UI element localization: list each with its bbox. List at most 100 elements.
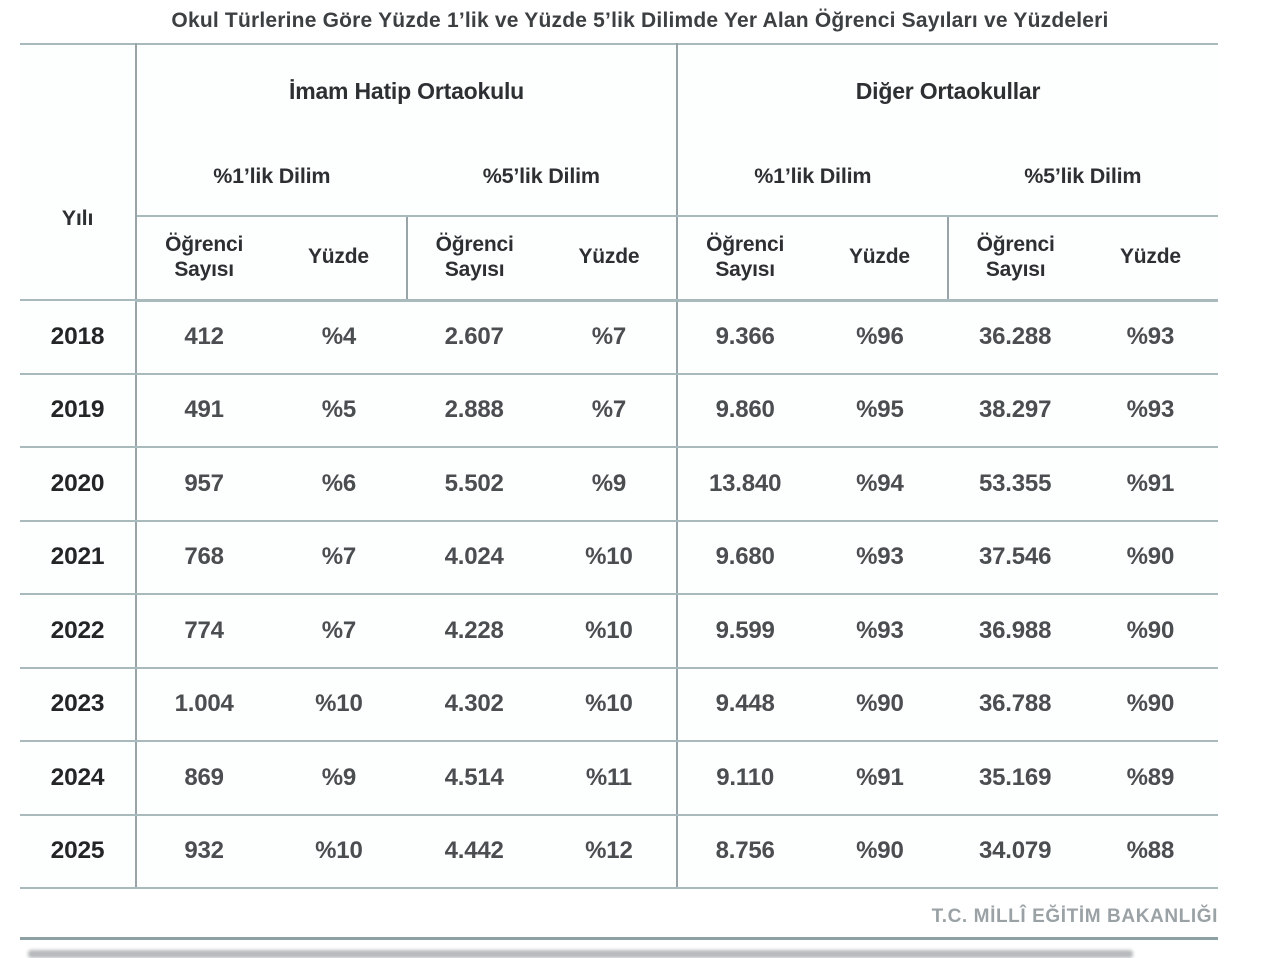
- data-cell: 34.079: [947, 814, 1083, 889]
- table-row: 2019 491 %5 2.888 %7 9.860 %95 38.297 %93: [20, 373, 1218, 448]
- data-cell: %95: [812, 373, 948, 448]
- table-body: 2018 412 %4 2.607 %7 9.366 %96 36.288 %93 2019 491…: [20, 300, 1218, 889]
- data-cell: %10: [541, 594, 679, 669]
- data-cell: 36.988: [947, 594, 1083, 669]
- data-cell: 53.355: [947, 447, 1083, 522]
- table-row: 2018 412 %4 2.607 %7 9.366 %96 36.288 %93: [20, 300, 1218, 375]
- data-cell: %91: [1082, 447, 1218, 522]
- source-attribution: T.C. MİLLÎ EĞİTİM BAKANLIĞI: [931, 906, 1218, 927]
- data-cell: %90: [812, 667, 948, 742]
- data-cell: 5.502: [406, 447, 542, 522]
- data-cell: 9.110: [677, 741, 813, 816]
- data-cell: %94: [812, 447, 948, 522]
- data-cell: %91: [812, 741, 948, 816]
- data-cell: 9.448: [677, 667, 813, 742]
- year-cell: 2022: [20, 594, 137, 669]
- data-cell: %7: [541, 300, 679, 375]
- group-header-row: İmam Hatip Ortaokulu Diğer Ortaokullar: [20, 43, 1218, 138]
- data-cell: %10: [541, 667, 679, 742]
- year-cell: 2019: [20, 373, 137, 448]
- table-row: 2025 932 %10 4.442 %12 8.756 %90 34.079 %88: [20, 814, 1218, 889]
- data-cell: 9.366: [677, 300, 813, 375]
- data-cell: 36.788: [947, 667, 1083, 742]
- year-cell: 2023: [20, 667, 137, 742]
- count-header: Öğrenci Sayısı: [406, 216, 542, 302]
- data-cell: 38.297: [947, 373, 1083, 448]
- year-cell: 2024: [20, 741, 137, 816]
- data-cell: 869: [136, 741, 272, 816]
- imam-1lik-header: %1’lik Dilim: [136, 138, 407, 217]
- data-cell: %89: [1082, 741, 1218, 816]
- data-cell: %93: [1082, 300, 1218, 375]
- data-cell: 491: [136, 373, 272, 448]
- diger-5lik-header: %5’lik Dilim: [947, 138, 1218, 217]
- table-row: 2023 1.004 %10 4.302 %10 9.448 %90 36.788 %90: [20, 667, 1218, 742]
- corner-empty-cell: [20, 43, 137, 138]
- data-cell: %9: [541, 447, 679, 522]
- percent-header: Yüzde: [1082, 216, 1218, 302]
- footer-divider: [20, 937, 1218, 940]
- data-cell: %12: [541, 814, 679, 889]
- data-cell: %90: [1082, 667, 1218, 742]
- data-cell: 35.169: [947, 741, 1083, 816]
- table-row: 2022 774 %7 4.228 %10 9.599 %93 36.988 %90: [20, 594, 1218, 669]
- bottom-edge-artifact: [28, 950, 1133, 958]
- data-cell: %90: [812, 814, 948, 889]
- data-cell: 4.442: [406, 814, 542, 889]
- data-cell: %90: [1082, 594, 1218, 669]
- data-cell: %4: [271, 300, 407, 375]
- percent-header: Yüzde: [271, 216, 408, 302]
- data-cell: 13.840: [677, 447, 813, 522]
- data-cell: 932: [136, 814, 272, 889]
- data-cell: %7: [271, 594, 407, 669]
- page-title: Okul Türlerine Göre Yüzde 1’lik ve Yüzde…: [171, 9, 1109, 32]
- data-cell: %88: [1082, 814, 1218, 889]
- count-header: Öğrenci Sayısı: [947, 216, 1083, 302]
- data-cell: %5: [271, 373, 407, 448]
- data-cell: %93: [812, 594, 948, 669]
- data-cell: %6: [271, 447, 407, 522]
- year-cell: 2020: [20, 447, 137, 522]
- data-cell: 2.888: [406, 373, 542, 448]
- data-cell: %10: [271, 667, 407, 742]
- data-cell: %10: [271, 814, 407, 889]
- data-cell: 4.024: [406, 520, 542, 595]
- year-cell: 2018: [20, 300, 137, 375]
- data-cell: 9.680: [677, 520, 813, 595]
- table-row: 2024 869 %9 4.514 %11 9.110 %91 35.169 %89: [20, 741, 1218, 816]
- data-cell: 412: [136, 300, 272, 375]
- data-cell: 4.228: [406, 594, 542, 669]
- data-cell: 768: [136, 520, 272, 595]
- data-cell: 9.860: [677, 373, 813, 448]
- percent-header: Yüzde: [812, 216, 949, 302]
- data-cell: 774: [136, 594, 272, 669]
- count-header: Öğrenci Sayısı: [136, 216, 272, 302]
- data-cell: %10: [541, 520, 679, 595]
- diger-1lik-header: %1’lik Dilim: [677, 138, 948, 217]
- sub-header-row: Öğrenci Sayısı Yüzde Öğrenci Sayısı Yüzd…: [20, 216, 1218, 302]
- data-cell: %11: [541, 741, 679, 816]
- data-cell: %90: [1082, 520, 1218, 595]
- group-header-diger: Diğer Ortaokullar: [677, 43, 1218, 138]
- table-row: 2020 957 %6 5.502 %9 13.840 %94 53.355 %91: [20, 447, 1218, 522]
- data-cell: 8.756: [677, 814, 813, 889]
- data-cell: %96: [812, 300, 948, 375]
- imam-5lik-header: %5’lik Dilim: [406, 138, 678, 217]
- table-row: 2021 768 %7 4.024 %10 9.680 %93 37.546 %90: [20, 520, 1218, 595]
- data-cell: 1.004: [136, 667, 272, 742]
- data-cell: 9.599: [677, 594, 813, 669]
- data-cell: 957: [136, 447, 272, 522]
- year-column-header: Yılı: [20, 138, 137, 301]
- percent-header: Yüzde: [541, 216, 679, 302]
- data-cell: %7: [541, 373, 679, 448]
- data-cell: %7: [271, 520, 407, 595]
- data-cell: 36.288: [947, 300, 1083, 375]
- year-cell: 2021: [20, 520, 137, 595]
- data-cell: 37.546: [947, 520, 1083, 595]
- data-cell: 4.302: [406, 667, 542, 742]
- year-cell: 2025: [20, 814, 137, 889]
- count-header: Öğrenci Sayısı: [677, 216, 813, 302]
- dilim-header-row: Yılı %1’lik Dilim %5’lik Dilim %1’lik Di…: [20, 138, 1218, 301]
- statistics-table: İmam Hatip Ortaokulu Diğer Ortaokullar Y…: [20, 43, 1218, 889]
- data-cell: 4.514: [406, 741, 542, 816]
